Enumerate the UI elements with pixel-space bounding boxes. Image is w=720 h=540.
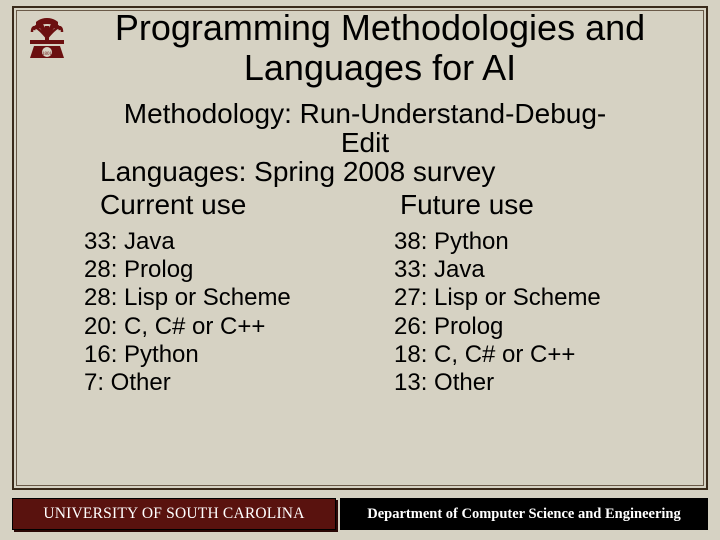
footer-university: UNIVERSITY OF SOUTH CAROLINA bbox=[12, 498, 336, 530]
slide-outer-border bbox=[12, 6, 708, 490]
slide-footer: UNIVERSITY OF SOUTH CAROLINA Department … bbox=[12, 498, 708, 530]
usc-logo: 1801 bbox=[20, 12, 74, 66]
footer-department: Department of Computer Science and Engin… bbox=[340, 498, 708, 530]
svg-text:1801: 1801 bbox=[42, 52, 53, 57]
